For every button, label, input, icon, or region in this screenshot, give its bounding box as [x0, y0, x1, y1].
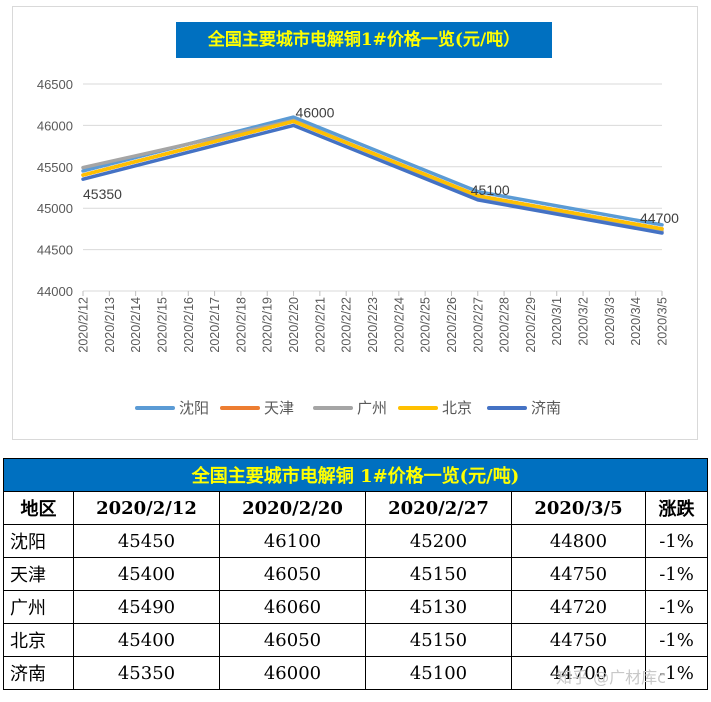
table-body: 地区 2020/2/12 2020/2/20 2020/2/27 2020/3/…: [3, 491, 709, 690]
change-cell: -1%: [644, 557, 709, 591]
legend-label: 天津: [264, 399, 294, 417]
x-tick-label: 2020/2/25: [419, 297, 433, 353]
x-tick-label: 2020/2/21: [313, 297, 327, 353]
header-cell-region: 地区: [3, 491, 74, 525]
price-cell: 46050: [219, 557, 366, 591]
x-tick-label: 2020/2/20: [287, 297, 301, 353]
x-tick-label: 2020/2/28: [498, 297, 512, 353]
price-cell: 46100: [219, 524, 366, 558]
legend-label: 沈阳: [179, 399, 209, 417]
price-table: 全国主要城市电解铜 1#价格一览(元/吨) 地区 2020/2/12 2020/…: [2, 458, 709, 690]
price-cell: 45350: [73, 656, 220, 690]
table-title: 全国主要城市电解铜 1#价格一览(元/吨): [2, 458, 709, 492]
x-tick-label: 2020/3/1: [550, 297, 564, 346]
price-cell: 45400: [73, 623, 220, 657]
table-row: 北京 45400 46050 45150 44750 -1%: [3, 623, 709, 657]
x-tick-label: 2020/2/18: [234, 297, 248, 353]
price-cell: 45100: [365, 656, 512, 690]
price-cell: 44800: [511, 524, 646, 558]
price-cell: 46050: [219, 623, 366, 657]
table-row: 济南 45350 46000 45100 44700 -1%: [3, 656, 709, 690]
y-tick-label: 44000: [37, 284, 73, 299]
x-tick-label: 2020/2/14: [129, 297, 143, 353]
region-cell: 北京: [3, 623, 74, 657]
chart-frame: [12, 6, 698, 440]
data-label: 46000: [296, 104, 335, 120]
x-tick-label: 2020/2/15: [155, 297, 169, 353]
price-cell: 45130: [365, 590, 512, 624]
price-cell: 44700: [511, 656, 646, 690]
table-row: 广州 45490 46060 45130 44720 -1%: [3, 590, 709, 624]
x-tick-label: 2020/2/24: [392, 297, 406, 353]
change-cell: -1%: [644, 656, 709, 690]
change-cell: -1%: [644, 524, 709, 558]
legend-label: 广州: [357, 399, 387, 417]
header-cell-change: 涨跌: [644, 491, 709, 525]
x-tick-label: 2020/2/12: [77, 297, 91, 353]
price-cell: 45450: [73, 524, 220, 558]
price-cell: 44720: [511, 590, 646, 624]
data-label: 44700: [640, 210, 679, 226]
x-tick-label: 2020/2/27: [471, 297, 485, 353]
watermark: 知乎 @广材库c: [556, 668, 666, 687]
x-tick-label: 2020/3/2: [577, 297, 591, 346]
header-cell-date-4: 2020/3/5: [511, 491, 646, 525]
region-cell: 济南: [3, 656, 74, 690]
header-cell-date-2: 2020/2/20: [219, 491, 366, 525]
header-cell-date-1: 2020/2/12: [73, 491, 220, 525]
change-cell: -1%: [644, 623, 709, 657]
x-tick-label: 2020/2/23: [366, 297, 380, 353]
chart-title: 全国主要城市电解铜1#价格一览(元/吨）: [176, 22, 552, 58]
series-line-5: [81, 123, 664, 235]
y-tick-label: 44500: [37, 243, 73, 258]
price-cell: 44750: [511, 557, 646, 591]
price-cell: 46000: [219, 656, 366, 690]
price-cell: 44750: [511, 623, 646, 657]
region-cell: 天津: [3, 557, 74, 591]
region-cell: 广州: [3, 590, 74, 624]
legend-label: 北京: [442, 399, 472, 417]
price-cell: 46060: [219, 590, 366, 624]
region-cell: 沈阳: [3, 524, 74, 558]
x-tick-label: 2020/2/17: [208, 297, 222, 353]
legend-label: 济南: [531, 399, 561, 417]
y-tick-label: 46500: [37, 77, 73, 92]
x-tick-label: 2020/3/5: [656, 297, 670, 346]
x-tick-label: 2020/3/3: [603, 297, 617, 346]
x-tick-label: 2020/2/26: [445, 297, 459, 353]
x-tick-label: 2020/2/13: [103, 297, 117, 353]
x-tick-label: 2020/3/4: [629, 297, 643, 346]
x-tick-label: 2020/2/22: [340, 297, 354, 353]
y-tick-label: 46000: [37, 118, 73, 133]
change-cell: -1%: [644, 590, 709, 624]
x-tick-label: 2020/2/19: [261, 297, 275, 353]
series-line-4: [81, 119, 664, 231]
price-cell: 45200: [365, 524, 512, 558]
price-table-wrapper: 全国主要城市电解铜 1#价格一览(元/吨) 地区 2020/2/12 2020/…: [2, 458, 709, 690]
table-row: 沈阳 45450 46100 45200 44800 -1%: [3, 524, 709, 558]
table-row: 天津 45400 46050 45150 44750 -1%: [3, 557, 709, 591]
price-cell: 45150: [365, 557, 512, 591]
x-tick-label: 2020/2/16: [182, 297, 196, 353]
data-label: 45350: [83, 186, 122, 202]
table-header-row: 地区 2020/2/12 2020/2/20 2020/2/27 2020/3/…: [3, 491, 709, 525]
price-cell: 45150: [365, 623, 512, 657]
x-tick-label: 2020/2/29: [524, 297, 538, 353]
data-label: 45100: [471, 182, 510, 198]
line-chart: 44000 44500 45000 45500 46000 46500 2020/2/12 2…: [37, 77, 679, 417]
y-tick-label: 45000: [37, 201, 73, 216]
header-cell-date-3: 2020/2/27: [365, 491, 512, 525]
y-tick-label: 45500: [37, 160, 73, 175]
price-cell: 45490: [73, 590, 220, 624]
price-cell: 45400: [73, 557, 220, 591]
